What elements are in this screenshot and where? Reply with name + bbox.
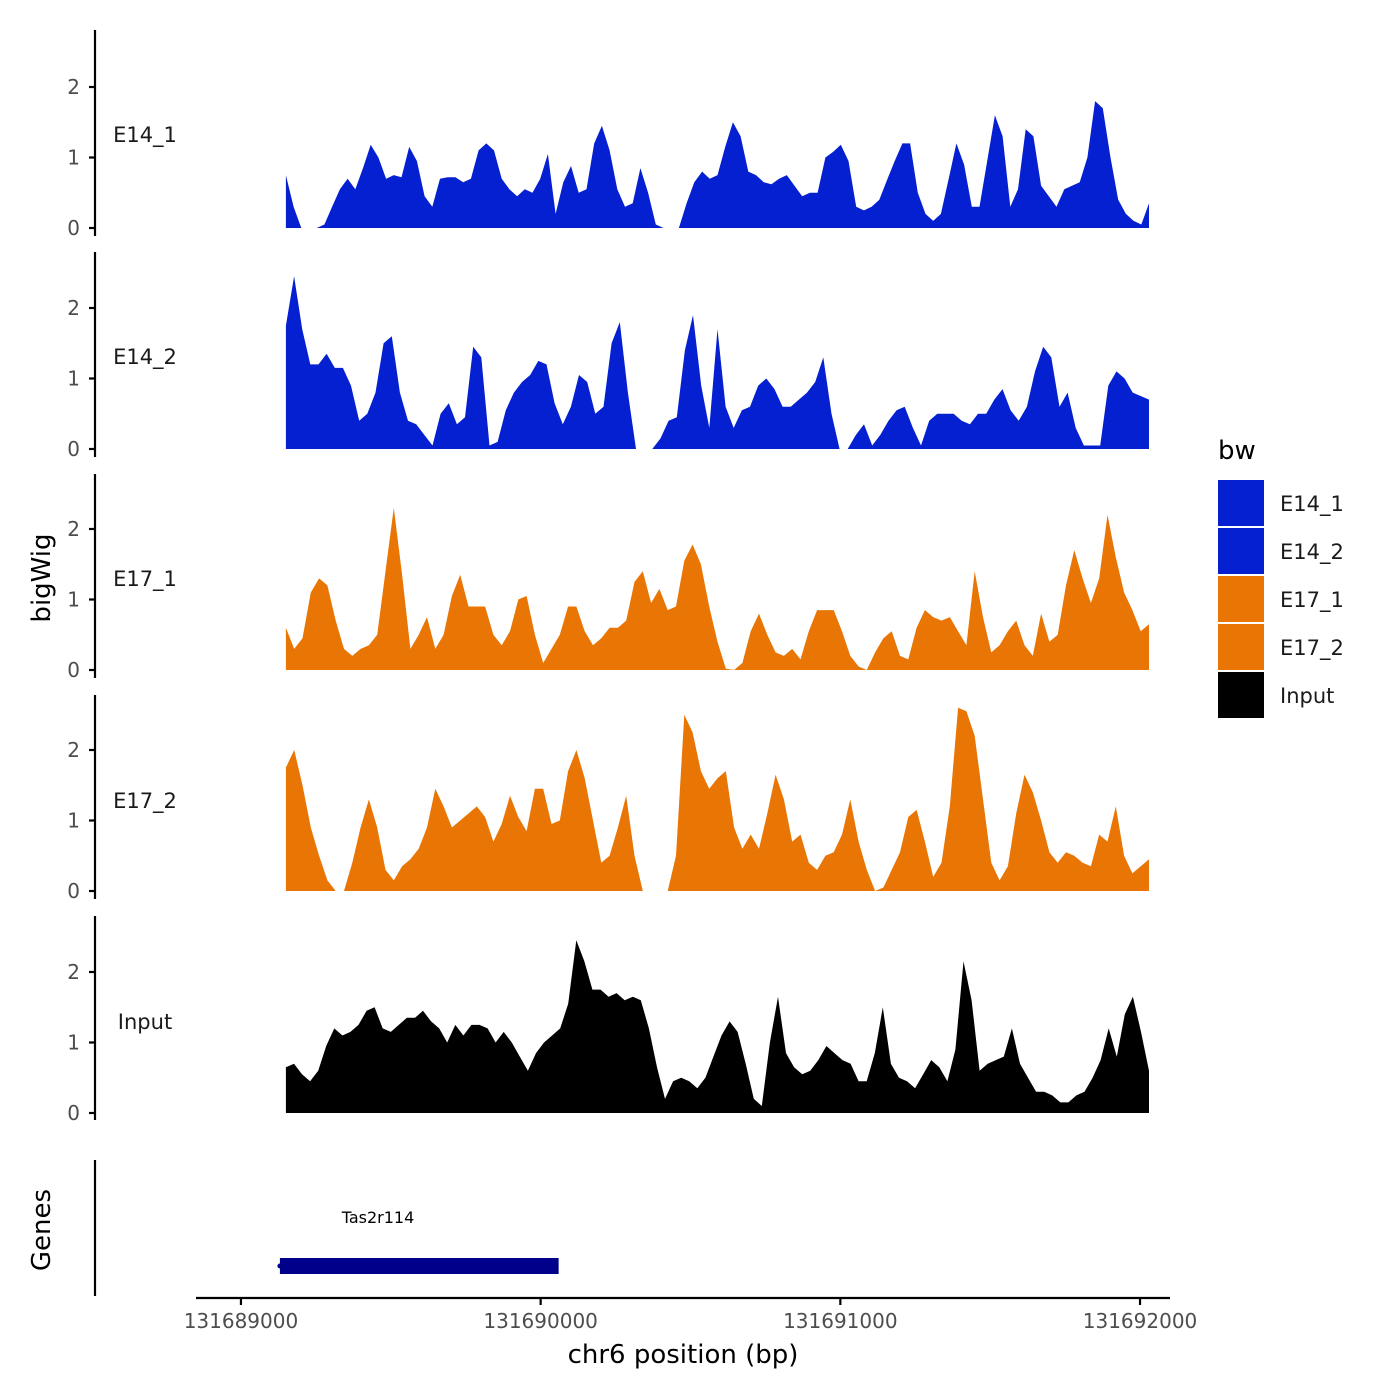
x-axis-ticks: 131689000 131690000 131691000 131692000	[184, 1298, 1198, 1333]
y-tick-label: 1	[67, 809, 80, 833]
y-tick-label: 1	[67, 588, 80, 612]
y-tick-label: 2	[67, 738, 80, 762]
legend: bw E14_1 E14_2 E17_1 E17_2 Input	[1218, 436, 1344, 718]
signal-area-e14-2	[285, 276, 1149, 449]
track-label-e17-2: E17_2	[113, 789, 177, 814]
legend-swatch-e14-2	[1218, 528, 1264, 574]
y-tick-label: 0	[67, 1101, 80, 1125]
y-tick-label: 2	[67, 517, 80, 541]
signal-tracks	[285, 101, 1149, 1113]
legend-swatch-e17-1	[1218, 576, 1264, 622]
y-tick-label: 1	[67, 367, 80, 391]
y-tick-label: 0	[67, 437, 80, 461]
y-tick-label: 2	[67, 296, 80, 320]
x-tick-label: 131689000	[184, 1309, 299, 1333]
gene-end-cap	[277, 1263, 283, 1269]
track-label-e14-1: E14_1	[113, 123, 177, 148]
y-tick-labels: 0 1 2 0 1 2 0 1 2 0 1 2 0 1 2	[67, 75, 80, 1125]
gene-label-tas2r114: Tas2r114	[341, 1208, 415, 1227]
legend-label-input: Input	[1280, 684, 1334, 708]
y-tick-label: 1	[67, 146, 80, 170]
legend-label-e17-1: E17_1	[1280, 588, 1344, 613]
signal-area-e17-2	[285, 707, 1149, 891]
track-label-e17-1: E17_1	[113, 567, 177, 592]
x-tick-label: 131691000	[783, 1309, 898, 1333]
track-label-input: Input	[118, 1010, 172, 1034]
y-axis-title: bigWig	[27, 533, 57, 622]
signal-area-e17-1	[285, 507, 1149, 670]
y-tick-label: 0	[67, 216, 80, 240]
genes-axis-title: Genes	[27, 1189, 57, 1271]
legend-label-e14-1: E14_1	[1280, 492, 1344, 517]
y-tick-label: 1	[67, 1031, 80, 1055]
y-tick-label: 2	[67, 960, 80, 984]
x-axis-title: chr6 position (bp)	[568, 1340, 799, 1370]
legend-items: E14_1 E14_2 E17_1 E17_2 Input	[1218, 480, 1344, 718]
y-tick-label: 2	[67, 75, 80, 99]
legend-label-e14-2: E14_2	[1280, 540, 1344, 565]
y-tick-label: 0	[67, 879, 80, 903]
x-tick-label: 131690000	[483, 1309, 598, 1333]
track-label-e14-2: E14_2	[113, 345, 177, 370]
track-axes	[89, 30, 97, 1120]
gene-annotations	[277, 1258, 559, 1274]
legend-swatch-input	[1218, 672, 1264, 718]
gene-body-tas2r114	[279, 1258, 559, 1274]
signal-area-e14-1	[285, 101, 1149, 228]
legend-swatch-e17-2	[1218, 624, 1264, 670]
legend-swatch-e14-1	[1218, 480, 1264, 526]
x-tick-label: 131692000	[1083, 1309, 1198, 1333]
y-tick-label: 0	[67, 658, 80, 682]
legend-label-e17-2: E17_2	[1280, 636, 1344, 661]
signal-area-input	[285, 940, 1149, 1113]
legend-title: bw	[1218, 436, 1256, 466]
